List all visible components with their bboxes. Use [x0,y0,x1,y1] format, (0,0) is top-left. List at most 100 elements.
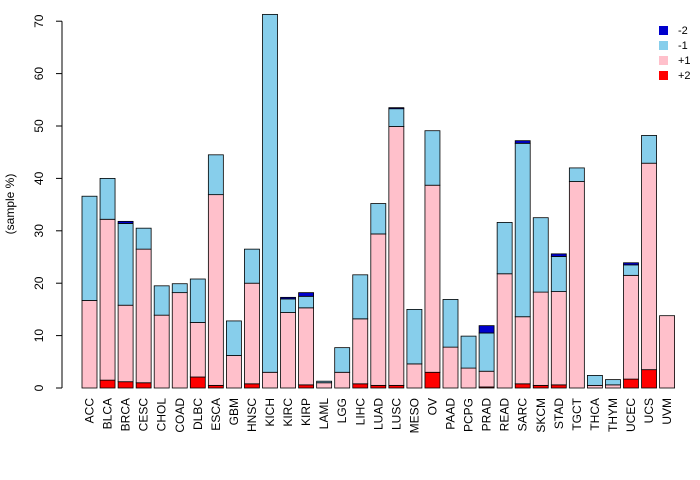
x-tick-label: ESCA [209,398,223,431]
bar-segment [388,107,405,110]
bar-segment [135,248,152,384]
bar-segment [280,312,296,389]
bar-segment [316,380,333,384]
legend-swatch [659,41,668,50]
x-tick-label: PCPG [462,398,476,432]
bar-group [388,107,405,389]
bar-segment [117,304,134,383]
bar-segment [280,296,296,300]
x-tick-label: HNSC [245,398,259,432]
bar-group [460,335,477,389]
bar-segment [605,384,621,389]
x-tick-label: GBM [227,398,241,425]
bar-segment [641,135,657,164]
bar-segment [496,273,513,389]
bar-segment [514,316,531,385]
bar-group [298,292,315,389]
bar-segment [244,282,260,385]
bar-segment [207,154,224,196]
bar-segment [171,292,188,389]
x-tick-label: LIHC [353,398,367,426]
bar-segment [514,383,531,389]
bar-segment [532,291,549,386]
bar-segment [99,379,116,389]
bar-group [262,13,278,389]
x-tick-label: KICH [263,398,277,427]
bar-group [225,320,242,389]
bar-segment [442,346,459,389]
x-tick-label: DLBC [191,398,205,430]
bar-segment [225,355,242,389]
bar-segment [135,382,152,389]
bar-group [280,296,296,389]
legend: -2 -1 +1 +2 [659,25,691,82]
bar-group [316,380,333,389]
bar-segment [532,217,549,293]
bar-group [171,283,188,389]
y-tick-label: 20 [32,276,46,290]
x-tick-label: LAML [317,398,331,430]
bar-segment [641,162,657,371]
bar-segment [496,222,513,275]
bar-segment [550,256,567,292]
bar-segment [81,300,98,389]
legend-swatch [659,71,668,80]
bar-segment [352,318,369,385]
bar-group [135,227,152,389]
bar-segment [641,369,657,389]
bar-segment [623,378,639,389]
bar-group [605,379,621,389]
legend-label: +2 [678,70,691,82]
bar-segment [406,308,423,365]
legend-label: -1 [678,40,688,52]
bar-group [659,315,675,389]
bar-group [478,325,495,389]
bar-segment [424,184,441,373]
bar-segment [117,220,134,224]
x-tick-label: KIRC [281,398,295,427]
bar-segment [99,218,116,381]
bar-segment [244,383,260,389]
x-tick-label: LUSC [389,398,403,430]
bar-group [244,248,260,389]
bar-segment [189,322,206,378]
x-tick-label: CHOL [155,398,169,432]
bar-segment [568,167,585,182]
bar-segment [623,274,639,380]
bar-group [424,130,441,389]
bar-group [514,140,531,389]
bar-segment [478,325,495,334]
x-tick-label: CESC [137,398,151,432]
bar-segment [298,307,315,386]
bar-segment [659,315,675,389]
bar-segment [225,320,242,356]
x-tick-label: LUAD [371,398,385,430]
bar-group [406,308,423,389]
bar-segment [334,371,351,389]
x-tick-label: PRAD [480,398,494,432]
bar-group [207,154,224,389]
legend-swatch [659,26,668,35]
bar-segment [153,314,170,389]
bar-segment [262,371,278,389]
bar-segment [406,363,423,389]
x-tick-label: UCS [642,398,656,423]
bar-segment [135,227,152,250]
y-tick-label: 70 [32,14,46,28]
x-axis-labels: ACC BLCA BRCA CESC CHOL COAD DLBC ESCA GBM HNSC KI… [83,397,675,433]
bar-group [352,274,369,389]
bar-segment [478,370,495,388]
bar-group [153,285,170,389]
bar-segment [550,291,567,386]
bar-group [189,278,206,389]
bar-segment [298,384,315,389]
bar-segment [316,382,333,389]
bar-segment [334,347,351,373]
bar-segment [117,223,134,306]
plot-area [81,13,675,389]
bar-segment [424,371,441,389]
bar-group [496,222,513,389]
x-tick-label: OV [425,398,439,415]
bar-segment [117,381,134,389]
